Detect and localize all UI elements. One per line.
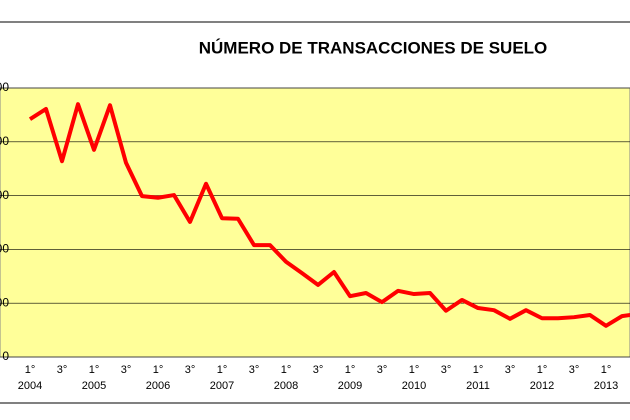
x-year-label: 2013 [594,380,618,392]
x-year-label: 2005 [82,380,106,392]
x-year-label: 2009 [338,380,362,392]
y-tick-label: 10000 [0,295,9,309]
x-tick-label: 1° [89,364,100,376]
x-year-label: 2010 [402,380,426,392]
x-tick-label: 3° [441,364,452,376]
x-tick-label: 1° [537,364,548,376]
x-tick-label: 3° [377,364,388,376]
x-year-label: 2008 [274,380,298,392]
x-year-label: 2011 [466,380,490,392]
x-tick-label: 3° [505,364,516,376]
x-tick-label: 1° [217,364,228,376]
x-tick-label: 3° [313,364,324,376]
chart-title: NÚMERO DE TRANSACCIONES DE SUELO [199,38,548,57]
y-tick-label: 50000 [0,80,9,94]
x-tick-label: 1° [153,364,164,376]
x-tick-label: 3° [57,364,68,376]
x-tick-label: 1° [473,364,484,376]
x-tick-label: 1° [25,364,36,376]
data-line [28,102,630,328]
x-tick-label: 1° [345,364,356,376]
y-tick-label: 40000 [0,134,9,148]
x-year-label: 2012 [530,380,554,392]
x-year-label: 2006 [146,380,170,392]
x-tick-label: 1° [281,364,292,376]
x-tick-label: 1° [409,364,420,376]
x-tick-label: 3° [121,364,132,376]
y-tick-label: 30000 [0,188,9,202]
y-tick-label: 20000 [0,242,9,256]
x-year-label: 2007 [210,380,234,392]
x-tick-label: 3° [185,364,196,376]
x-tick-label: 3° [569,364,580,376]
x-tick-label: 3° [249,364,260,376]
x-tick-label: 1° [601,364,612,376]
x-year-label: 2004 [18,380,42,392]
y-tick-label: 0 [2,349,9,363]
